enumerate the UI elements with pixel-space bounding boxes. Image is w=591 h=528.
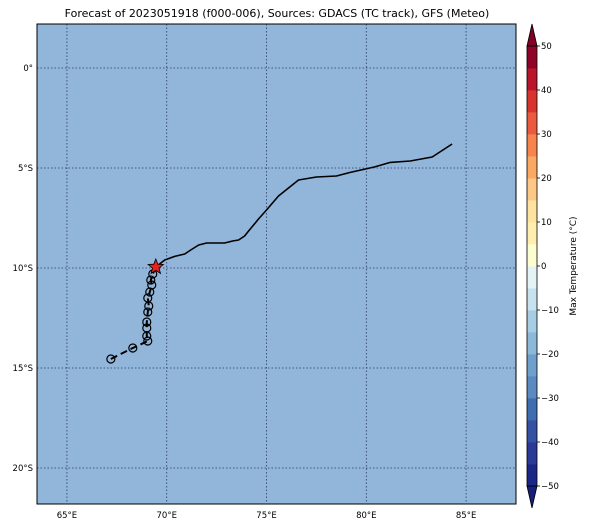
colorbar-band [527, 90, 537, 113]
colorbar: −50 −40 −30 −20 −10 0 10 20 30 40 50 Max Temperatur… [526, 23, 579, 509]
colorbar-tick-label: 0 [541, 262, 546, 272]
colorbar-band [527, 310, 537, 333]
colorbar-label: Max Temperature (°C) [569, 216, 579, 315]
lon-tick-label: 80°E [356, 511, 376, 521]
axis-labels: 65°E 70°E 75°E 80°E 85°E 0° 5°S 10°S 15°S 20°S [13, 64, 477, 521]
colorbar-tick-label: 10 [541, 218, 552, 228]
colorbar-band [527, 134, 537, 157]
track-layer [106, 143, 453, 364]
colorbar-band [527, 376, 537, 399]
forecast-position-marker [145, 287, 155, 297]
graticule [37, 24, 516, 504]
colorbar-under-triangle [526, 485, 538, 509]
colorbar-band [527, 442, 537, 465]
lat-tick-label: 10°S [13, 264, 33, 274]
colorbar-tick-label: −50 [541, 482, 559, 492]
colorbar-band [527, 112, 537, 135]
observed-track-line [155, 143, 453, 268]
colorbar-band [527, 266, 537, 289]
map-frame [36, 23, 517, 505]
colorbar-band [527, 222, 537, 245]
lat-tick-label: 0° [23, 64, 33, 74]
colorbar-band [527, 46, 537, 69]
colorbar-tick-label: −10 [541, 306, 559, 316]
colorbar-tick-label: −40 [541, 438, 559, 448]
forecast-position-marker [146, 275, 156, 285]
lon-tick-label: 65°E [57, 511, 77, 521]
colorbar-band [527, 354, 537, 377]
lat-tick-label: 15°S [13, 364, 33, 374]
colorbar-band [527, 156, 537, 179]
current-position-star [147, 257, 165, 275]
colorbar-band [527, 244, 537, 267]
colorbar-over-triangle [526, 23, 538, 47]
colorbar-band [527, 178, 537, 201]
colorbar-band [527, 464, 537, 487]
colorbar-band [527, 398, 537, 421]
lon-tick-label: 70°E [157, 511, 177, 521]
colorbar-tick-label: −20 [541, 350, 559, 360]
colorbar-tick-label: −30 [541, 394, 559, 404]
colorbar-band [527, 288, 537, 311]
forecast-position-marker [142, 317, 152, 327]
map-title: Forecast of 2023051918 (f000-006), Sourc… [64, 7, 490, 20]
forecast-position-marker [142, 331, 152, 341]
colorbar-tick-label: 40 [541, 86, 552, 96]
forecast-position-marker [143, 336, 153, 346]
lat-tick-label: 5°S [18, 164, 33, 174]
colorbar-band [527, 420, 537, 443]
lon-tick-label: 75°E [256, 511, 276, 521]
colorbar-band [527, 332, 537, 355]
colorbar-band [527, 200, 537, 223]
forecast-position-marker [106, 354, 116, 364]
forecast-position-marker [144, 301, 154, 311]
lon-tick-label: 85°E [456, 511, 476, 521]
forecast-position-marker [143, 307, 153, 317]
colorbar-tick-label: 50 [541, 42, 552, 52]
colorbar-tick-label: 20 [541, 174, 552, 184]
lat-tick-label: 20°S [13, 464, 33, 474]
ocean-background [37, 24, 516, 504]
colorbar-band [527, 68, 537, 91]
colorbar-tick-label: 30 [541, 130, 552, 140]
forecast-position-marker [128, 343, 138, 353]
